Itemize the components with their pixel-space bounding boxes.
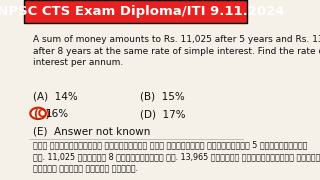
Text: (C): (C) bbox=[33, 109, 50, 119]
Text: A sum of money amounts to Rs. 11,025 after 5 years and Rs. 13,965
after 8 years : A sum of money amounts to Rs. 11,025 aft… bbox=[33, 35, 320, 68]
Text: (B)  15%: (B) 15% bbox=[140, 92, 185, 102]
Text: ஒரு குறிப்பிட்ட தொகையானது ஒரே தனிவட்டி வீதத்தில் 5 ஆண்டுகளில்
ரூ. 11,025 ஆகவும் : ஒரு குறிப்பிட்ட தொகையானது ஒரே தனிவட்டி வ… bbox=[33, 140, 320, 173]
Text: TNPSC CTS Exam Diploma/ITI 9.11.2024: TNPSC CTS Exam Diploma/ITI 9.11.2024 bbox=[0, 5, 284, 18]
Text: (E)  Answer not known: (E) Answer not known bbox=[33, 127, 150, 137]
FancyBboxPatch shape bbox=[24, 0, 247, 23]
Text: (A)  14%: (A) 14% bbox=[33, 92, 78, 102]
Text: (D)  17%: (D) 17% bbox=[140, 109, 186, 119]
Text: 16%: 16% bbox=[46, 109, 69, 119]
